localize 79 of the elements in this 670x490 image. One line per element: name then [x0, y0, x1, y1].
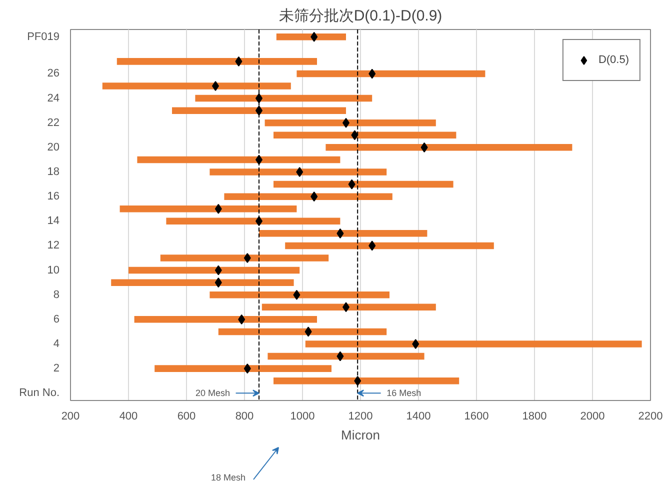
x-tick-label: 2200 [638, 410, 663, 422]
bar [137, 156, 340, 164]
y-tick-label: 26 [47, 68, 60, 80]
text: 18 Mesh [210, 472, 246, 482]
bar [210, 291, 390, 298]
point [310, 32, 318, 42]
bar [134, 316, 317, 323]
bar [120, 205, 297, 212]
bar [264, 119, 436, 126]
point [235, 56, 242, 66]
point [336, 228, 344, 238]
point [214, 278, 222, 288]
bar [274, 132, 456, 139]
legend-label: D(0.5) [598, 54, 629, 66]
point [351, 130, 358, 140]
y-tick-label: 2 [53, 362, 60, 375]
point [214, 265, 222, 276]
bar [274, 180, 454, 188]
x-tick-label: 800 [235, 410, 254, 422]
bar [166, 218, 340, 225]
bar [224, 193, 392, 200]
bar [195, 94, 372, 102]
point [214, 204, 222, 214]
bar [218, 328, 387, 336]
point [368, 68, 376, 79]
point [304, 326, 312, 337]
x-tick-label: 200 [61, 410, 80, 422]
bar [268, 352, 424, 360]
point [238, 314, 246, 324]
y-tick-label: Run No. [19, 387, 60, 400]
bar [296, 70, 486, 78]
y-tick-label: 10 [47, 264, 60, 276]
x-axis-title: Micron [340, 428, 380, 442]
y-tick-label: 14 [47, 215, 60, 228]
y-tick-label: 4 [53, 338, 60, 350]
bar [285, 242, 494, 250]
y-tick-label: 24 [47, 92, 60, 104]
y-tick-label: 6 [53, 313, 60, 326]
point [368, 240, 376, 251]
bar [111, 279, 294, 286]
point [296, 167, 304, 178]
bar [172, 107, 346, 114]
bar [210, 168, 387, 176]
chart-title: 未筛分批次D(0.1)-D(0.9) [278, 8, 442, 24]
bar [160, 254, 329, 262]
annotation: 16 Mesh [386, 388, 422, 398]
point [336, 351, 344, 362]
x-tick-label: 600 [177, 410, 196, 422]
point [348, 179, 356, 190]
bar [326, 144, 572, 151]
bar [128, 266, 300, 274]
point [244, 252, 251, 263]
y-tick-label: 20 [47, 141, 60, 154]
x-tick-label: 1000 [290, 410, 315, 422]
bar [102, 82, 291, 90]
bar [154, 365, 332, 372]
bar [274, 377, 460, 384]
x-tick-label: 1400 [406, 410, 431, 422]
bar [305, 340, 642, 348]
x-tick-label: 1800 [522, 410, 547, 422]
point [310, 192, 318, 202]
y-tick-label: 16 [47, 190, 60, 203]
x-tick-label: 1600 [464, 410, 489, 422]
point [244, 364, 251, 374]
bar [262, 304, 436, 311]
x-tick-label: 400 [119, 410, 138, 422]
y-tick-label: 8 [53, 288, 60, 301]
annotation: 20 Mesh [195, 388, 230, 398]
y-tick-label: 18 [47, 166, 60, 178]
x-tick-label: 2000 [580, 410, 605, 422]
x-tick-label: 1200 [348, 410, 373, 422]
bar [116, 58, 317, 65]
point [293, 290, 300, 300]
point [412, 338, 420, 349]
y-tick-label: PF019 [27, 30, 60, 43]
point [420, 142, 428, 152]
y-tick-label: 22 [47, 116, 60, 129]
bar [259, 230, 428, 237]
y-tick-label: 12 [47, 240, 60, 252]
